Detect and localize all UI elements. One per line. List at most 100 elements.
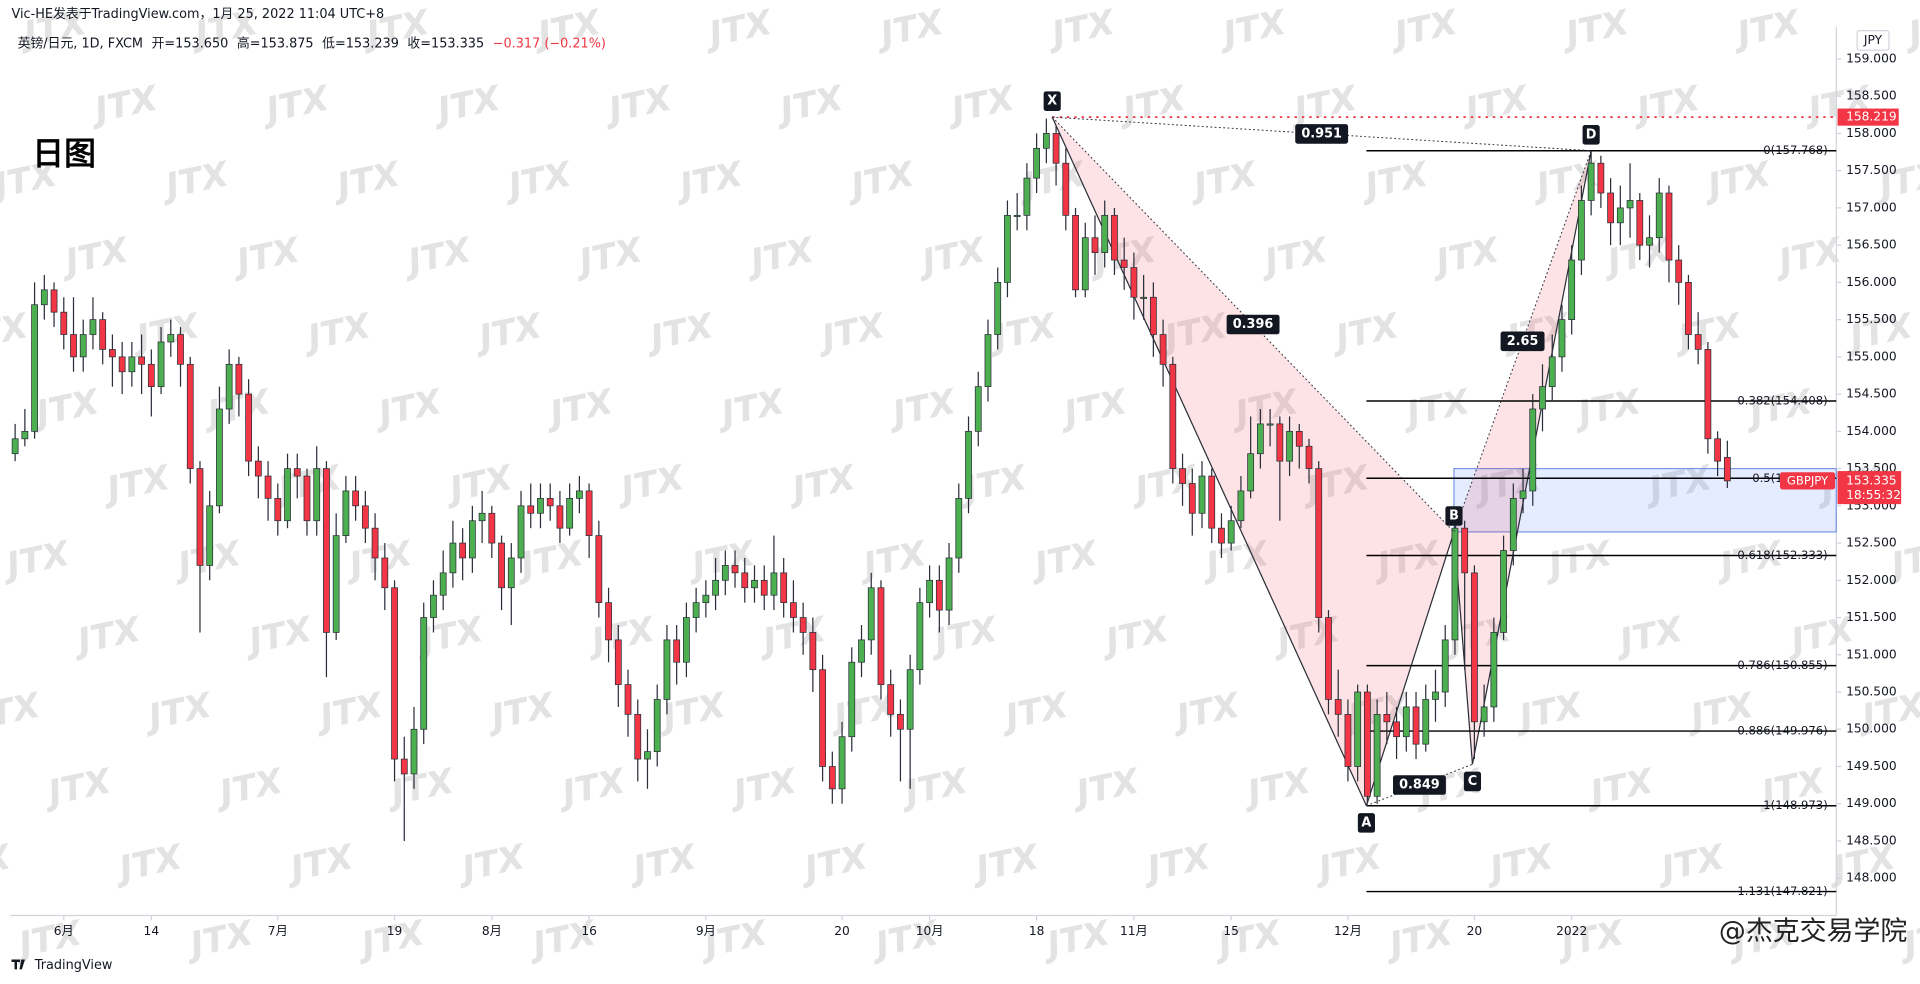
candle-body — [410, 728, 418, 775]
x-tick-label: 20 — [1467, 924, 1483, 938]
candle-body — [546, 498, 554, 507]
y-tick-label: 151.500 — [1846, 610, 1897, 624]
candle-body — [653, 699, 661, 752]
brand: TradingView — [34, 958, 113, 973]
info-text: 高=153.875 — [237, 36, 314, 52]
candle-body — [186, 363, 194, 469]
candle-body — [517, 505, 525, 559]
y-tick-label: 150.500 — [1846, 685, 1897, 699]
last-price-label: 153.335 — [1846, 473, 1897, 487]
candle-body — [770, 572, 778, 596]
candle-body — [128, 356, 136, 373]
candle-body — [70, 334, 77, 358]
candle-body — [1685, 282, 1692, 335]
credit: @杰克交易学院 — [1719, 916, 1907, 947]
x-tick-label: 16 — [581, 924, 597, 938]
candle-body — [1276, 423, 1284, 462]
y-tick-label: 158.000 — [1846, 126, 1897, 140]
y-tick-label: 152.500 — [1846, 536, 1897, 550]
y-tick-label: 156.000 — [1846, 275, 1897, 289]
candle-body — [858, 639, 865, 663]
candle-body — [683, 617, 690, 663]
candle-body — [1704, 349, 1712, 440]
candle-body — [1033, 147, 1041, 179]
candle-body — [1694, 334, 1702, 350]
candle-body — [897, 714, 904, 730]
candle-body — [1140, 296, 1148, 299]
x-tick-label: 6月 — [54, 924, 74, 938]
candle-body — [1441, 639, 1449, 693]
candle-body — [906, 669, 914, 730]
y-tick-label: 149.500 — [1846, 759, 1897, 773]
candle-body — [157, 341, 165, 388]
candle-body — [50, 289, 58, 313]
candle-body — [1344, 714, 1352, 767]
candle-body — [1568, 259, 1576, 320]
x-tick-label: 8月 — [482, 924, 502, 938]
candle-body — [1295, 430, 1303, 447]
candle-body — [235, 363, 243, 395]
tv-logo — [11, 959, 25, 970]
candle-body — [1354, 691, 1362, 767]
candle-body — [575, 490, 583, 499]
candle-body — [1101, 214, 1109, 253]
candle-body — [1052, 133, 1060, 164]
ratio-box — [1295, 124, 1349, 144]
y-tick-label: 157.500 — [1846, 163, 1897, 177]
candle-body — [1490, 632, 1498, 708]
candle-body — [537, 498, 544, 514]
candle-body — [1665, 192, 1673, 261]
candle-body — [1120, 259, 1128, 268]
candle-body — [1529, 408, 1537, 492]
candle-body — [1227, 520, 1235, 544]
candle-body — [673, 639, 681, 663]
candle-body — [361, 505, 369, 529]
candle-body — [371, 527, 379, 559]
candle-body — [147, 363, 155, 388]
candle-body — [1548, 356, 1556, 388]
x-tick-label: 19 — [387, 924, 403, 938]
candle-body — [1500, 550, 1507, 633]
x-tick-label: 15 — [1223, 924, 1239, 938]
candle-body — [1402, 706, 1410, 738]
footer-logo: TradingView — [11, 958, 112, 973]
candle-body — [1023, 177, 1031, 216]
info-text: 收=153.335 — [407, 37, 484, 52]
candle-body — [478, 512, 486, 522]
y-tick-label: 155.500 — [1846, 312, 1897, 326]
candle-body — [1130, 267, 1138, 298]
candle-body — [1432, 691, 1439, 700]
currency: JPY — [1863, 33, 1883, 47]
fib-label: 0.886(149.976) — [1737, 724, 1827, 738]
zone — [1453, 467, 1837, 533]
candle-body — [138, 356, 145, 365]
fib-label: 0.618(152.333) — [1737, 548, 1827, 562]
candle-body — [1471, 572, 1478, 723]
candle-body — [206, 505, 214, 566]
candle-body — [712, 579, 719, 596]
candle-body — [566, 498, 574, 529]
ratio-text: 0.849 — [1399, 778, 1440, 793]
ratio-label: 0.396 — [1226, 314, 1280, 335]
candle-body — [167, 334, 175, 343]
point-box — [1445, 506, 1463, 526]
y-tick-label: 149.000 — [1846, 796, 1897, 810]
candle-body — [1305, 445, 1313, 469]
candle-body — [721, 565, 729, 581]
y-tick-label: 148.000 — [1846, 871, 1897, 885]
candle-body — [624, 684, 632, 715]
fib-label: 0(157.768) — [1763, 143, 1827, 157]
y-tick-label: 148.500 — [1846, 833, 1897, 847]
y-tick-label: 154.000 — [1846, 424, 1897, 438]
candle-body — [809, 632, 817, 671]
candle-body — [585, 490, 593, 536]
candle-body — [994, 282, 1002, 335]
candle-body — [313, 468, 321, 522]
candle-body — [1578, 200, 1585, 261]
x-tick-label: 12月 — [1334, 924, 1362, 938]
ratio-text: 0.951 — [1301, 126, 1342, 141]
candle-body — [1461, 527, 1469, 574]
candle-body — [848, 661, 856, 738]
symbol-info: 英镑/日元, 1D, FXCM 开=153.650 高=153.875 低=153.2… — [18, 36, 606, 52]
candle-body — [99, 319, 107, 350]
